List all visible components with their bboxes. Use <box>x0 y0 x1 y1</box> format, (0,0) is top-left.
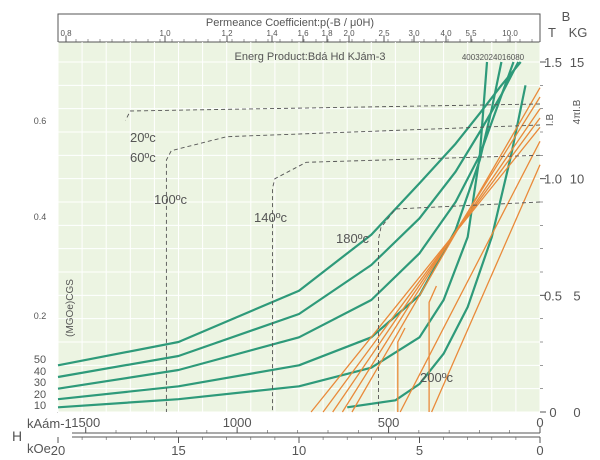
recoil-line-11 <box>399 141 541 413</box>
left-tick-0.4: 0.4 <box>34 212 47 222</box>
left-axis-label: (MGOe)CGS <box>65 279 76 337</box>
permeance-tick-label: 1.4 <box>266 29 278 38</box>
energy-tick-30: 30 <box>34 377 46 389</box>
kg-tick-label: 0 <box>573 405 580 420</box>
energy-tick-10: 10 <box>34 400 46 412</box>
tesla-tick-label: 0 <box>549 405 556 420</box>
kam-tick-label: 0 <box>536 415 543 430</box>
permeance-tick-label: 2.0 <box>343 29 355 38</box>
permeance-tick-label: 10.0 <box>502 29 518 38</box>
permeance-tick-label: 1.0 <box>159 29 171 38</box>
kam-tick-label: 1500 <box>71 415 100 430</box>
kg-tick-label: 10 <box>570 172 584 187</box>
tesla-label: T <box>548 25 556 40</box>
knee_dashed-line-16 <box>165 124 541 412</box>
4piib-axis-label: 4πI.B <box>572 99 583 124</box>
koe-unit-label: kOe <box>27 441 51 456</box>
energy-tick-40: 40 <box>34 366 46 378</box>
tesla-tick-label: 1.5 <box>544 55 562 70</box>
permeance-tick-label: 4.0 <box>440 29 452 38</box>
permeance-tick-label: 2.5 <box>378 29 390 38</box>
knee_dashed-line-15 <box>125 103 541 121</box>
b-label: B <box>562 9 571 24</box>
permeance-tick-label: 3.0 <box>408 29 420 38</box>
demagnetization-line-2 <box>57 61 515 390</box>
knee_dashed-line-17 <box>272 154 541 412</box>
temp-label-20c: 20ºc <box>130 130 156 145</box>
koe-tick-label: 15 <box>171 443 185 458</box>
temp-label-200c: 200ºc <box>420 370 453 385</box>
plot-grid <box>57 42 541 413</box>
tesla-tick-label: 0.5 <box>544 288 562 303</box>
left-tick-0.2: 0.2 <box>34 311 47 321</box>
permeance-ticks: 0.8 1.0 1.2 1.4 1.6 1.8 2.0 2.5 3.0 4.0 5.5 10.0 <box>60 29 533 42</box>
temp-label-140c: 140ºc <box>254 210 287 225</box>
bottom-axis-ticks: 1500 1000 500 0 20 15 10 5 0 <box>51 415 544 458</box>
koe-tick-label: 20 <box>51 443 65 458</box>
temp-label-180c: 180ºc <box>336 231 369 246</box>
h-axis-symbol: H <box>12 428 22 444</box>
koe-tick-label: 5 <box>416 443 423 458</box>
permeance-axis-bar <box>57 13 541 43</box>
demagnetization-line-3 <box>57 61 520 379</box>
knee_dashed-line-18 <box>378 201 541 412</box>
recoil-line-9 <box>341 96 541 413</box>
demagnetization-line-5 <box>347 85 527 409</box>
recoil-line-8 <box>332 108 541 413</box>
right-axis-ticks: 1.5 15 1.0 10 0.5 5 0 0 <box>540 55 584 420</box>
temp-label-100c: 100ºc <box>154 192 187 207</box>
demagnetization-line-4 <box>57 61 522 367</box>
energy-tick-20: 20 <box>34 389 46 401</box>
koe-tick-label: 10 <box>292 443 306 458</box>
kam-tick-label: 1000 <box>223 415 252 430</box>
demagnetization-line-0 <box>57 61 489 409</box>
permeance-tick-label: 1.6 <box>297 29 309 38</box>
kam-unit-label: kAám-1 <box>27 416 72 431</box>
energy-product-label: Energ Product:Bdá Hd KJám-3 <box>234 51 385 63</box>
recoil-line-10 <box>351 87 541 413</box>
recoil_knee-line-13 <box>397 327 406 412</box>
permeance-tick-label: 1.8 <box>321 29 333 38</box>
permeance-tick-label: 5.5 <box>465 29 477 38</box>
kg-tick-label: 5 <box>573 288 580 303</box>
temp-label-60c: 60ºc <box>130 150 156 165</box>
chart-series <box>57 61 541 413</box>
permeance-tick-label: 0.8 <box>60 29 72 38</box>
tesla-tick-label: 1.0 <box>544 172 562 187</box>
permeance-tick-label: 1.2 <box>221 29 233 38</box>
chart-title: Permeance Coefficient:p(-B / μ0H) <box>206 17 374 29</box>
recoil_knee-line-14 <box>428 285 437 412</box>
ib-axis-label: I.B <box>545 114 556 127</box>
energy-product-values: 40032024016080 <box>462 53 525 62</box>
kg-tick-label: 15 <box>570 55 584 70</box>
kam-tick-label: 500 <box>378 415 400 430</box>
kg-label: KG <box>569 25 588 40</box>
energy-tick-50: 50 <box>34 354 46 366</box>
recoil-line-6 <box>310 126 541 413</box>
left-tick-0.6: 0.6 <box>34 116 47 126</box>
recoil-line-12 <box>431 164 541 413</box>
recoil-line-7 <box>322 117 541 413</box>
koe-tick-label: 0 <box>536 443 543 458</box>
